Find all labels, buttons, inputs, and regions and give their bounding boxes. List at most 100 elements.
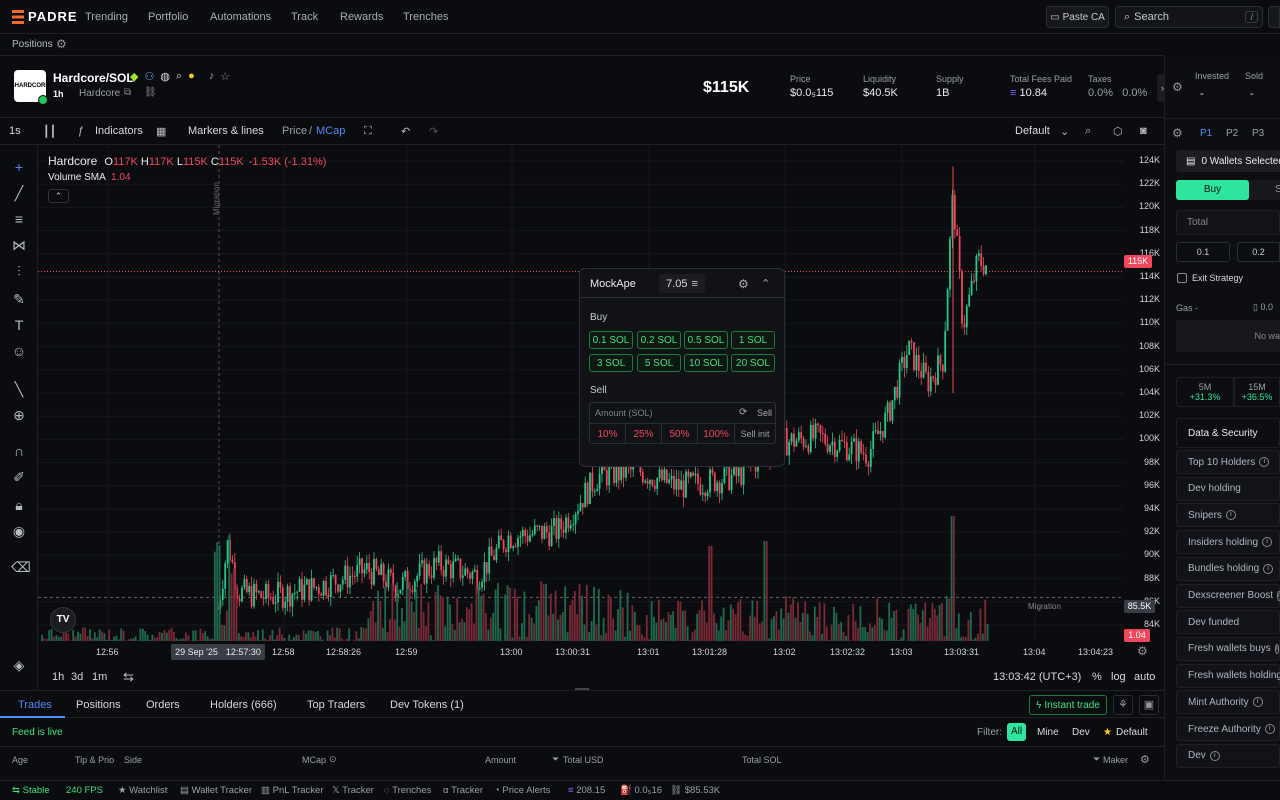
candle-type-icon[interactable]: ┃┃ xyxy=(43,126,57,138)
zoom-in-icon[interactable]: ⊕ xyxy=(13,407,25,423)
col-mcap[interactable]: MCap xyxy=(302,755,327,765)
trend-line-icon[interactable]: ╱ xyxy=(14,185,24,201)
refresh-icon[interactable]: ⟳ xyxy=(739,407,748,418)
col-tip[interactable]: Tip & Prio xyxy=(75,755,115,765)
col-total-usd[interactable]: Total USD xyxy=(563,755,604,765)
crosshair-icon[interactable]: + xyxy=(14,159,24,175)
collapse-legend-button[interactable]: ⌃ xyxy=(48,189,69,203)
info-icon[interactable]: i xyxy=(1209,750,1220,761)
exit-strategy-checkbox[interactable] xyxy=(1177,273,1187,283)
tab-orders[interactable]: Orders xyxy=(146,699,180,711)
star-icon[interactable]: ☆ xyxy=(220,71,231,83)
preset-tab[interactable]: P3 xyxy=(1252,128,1265,139)
redo-icon[interactable]: ↷ xyxy=(429,126,439,138)
resize-handle[interactable] xyxy=(575,688,589,690)
sell-percent-button[interactable]: 50% xyxy=(662,424,698,444)
balance-chip[interactable]: 7.05 ≡ xyxy=(659,274,705,293)
buy-amount-button[interactable]: 5 SOL xyxy=(637,354,681,372)
mcap-toggle[interactable]: MCap xyxy=(316,125,346,137)
price-alerts-link[interactable]: ◔ Price Alerts xyxy=(494,785,551,796)
col-maker[interactable]: Maker xyxy=(1103,755,1129,765)
security-row[interactable]: Fresh wallets buys i xyxy=(1176,636,1280,661)
info-icon[interactable]: i xyxy=(1264,724,1275,734)
security-row[interactable]: Insiders holding i xyxy=(1176,530,1280,555)
interval-selector[interactable]: 1s xyxy=(9,125,21,137)
settings-gear-icon[interactable]: ⚙ xyxy=(56,37,67,51)
buy-amount-button[interactable]: 0.5 SOL xyxy=(684,331,728,349)
filter-mine[interactable]: Mine xyxy=(1037,727,1059,738)
panel-toggle-icon[interactable]: ▣ xyxy=(1139,695,1159,715)
instant-trade-button[interactable]: ϟ Instant trade xyxy=(1029,695,1107,715)
amount-preset[interactable]: 0.1 xyxy=(1176,242,1230,262)
security-row[interactable]: Snipers i xyxy=(1176,503,1280,528)
auto-toggle[interactable]: auto xyxy=(1134,671,1156,683)
security-row[interactable]: Dexscreener Boost i xyxy=(1176,583,1280,608)
security-row[interactable]: Mint Authority i xyxy=(1176,690,1280,715)
price-axis[interactable]: 124K 122K 120K 118K 116K 114K 112K 110K 108K 106K… xyxy=(1124,145,1164,641)
pnl-tracker-link[interactable]: ▥ PnL Tracker xyxy=(261,785,324,796)
sell-amount-input[interactable]: Amount (SOL) xyxy=(595,408,653,418)
bonk-icon[interactable]: ● xyxy=(188,70,195,82)
pattern-icon[interactable]: ⋈ xyxy=(12,237,26,253)
chevron-down-icon[interactable]: ⌄ xyxy=(1060,126,1070,138)
link-icon[interactable]: ⛓ xyxy=(144,87,157,98)
trash-icon[interactable]: ⌫ xyxy=(11,559,31,575)
share-icon[interactable]: ⚘ xyxy=(1113,695,1133,715)
info-icon[interactable]: i xyxy=(1252,697,1263,708)
sell-button[interactable]: Sell xyxy=(757,408,773,418)
eye-icon[interactable]: ◉ xyxy=(12,523,26,539)
pill-icon[interactable]: ◆ xyxy=(130,71,139,83)
fullscreen-icon[interactable]: ⛶ xyxy=(364,125,372,137)
time-axis[interactable]: 12:56 12:58 12:58:26 12:59 13:00 13:00:31 13:0… xyxy=(38,641,1124,663)
markers-button[interactable]: Markers & lines xyxy=(188,125,264,137)
filter-dev[interactable]: Dev xyxy=(1072,727,1090,738)
tab-top-traders[interactable]: Top Traders xyxy=(307,699,366,711)
sell-init-button[interactable]: Sell init xyxy=(740,429,770,439)
emoji-icon[interactable]: ☺ xyxy=(11,343,27,359)
col-total-sol[interactable]: Total SOL xyxy=(742,755,782,765)
perf-5m[interactable]: 5M +31.3% xyxy=(1176,377,1234,407)
nav-rewards[interactable]: Rewards xyxy=(340,11,384,23)
nav-track[interactable]: Track xyxy=(291,11,319,23)
info-icon[interactable]: i xyxy=(1225,510,1236,521)
brand-logo[interactable]: PADRE xyxy=(12,9,78,24)
layers-icon[interactable]: ◈ xyxy=(13,657,25,673)
amount-preset[interactable]: 0.2 xyxy=(1237,242,1280,262)
filter-icon[interactable]: ⏷ xyxy=(1093,754,1101,764)
security-row[interactable]: Dev i xyxy=(1176,743,1280,768)
sell-percent-button[interactable]: 25% xyxy=(626,424,662,444)
buy-amount-button[interactable]: 1 SOL xyxy=(731,331,775,349)
wallet-tracker-link[interactable]: ▤ Wallet Tracker xyxy=(180,785,252,796)
buy-amount-button[interactable]: 10 SOL xyxy=(684,354,728,372)
lock-drawings-icon[interactable]: ✐ xyxy=(13,469,25,485)
preset-settings-icon[interactable]: ⚙ xyxy=(1172,126,1183,140)
col-side[interactable]: Side xyxy=(124,755,143,765)
col-amount[interactable]: Amount xyxy=(485,755,517,765)
info-icon[interactable]: i xyxy=(1274,643,1279,654)
nav-trenches[interactable]: Trenches xyxy=(403,11,449,23)
sell-tab[interactable]: S xyxy=(1275,184,1280,195)
filter-icon[interactable]: ⏷ xyxy=(552,754,560,764)
info-icon[interactable]: i xyxy=(1259,457,1270,467)
popup-settings-icon[interactable]: ⚙ xyxy=(738,277,749,291)
security-header[interactable]: Data & Security xyxy=(1176,418,1280,448)
sell-percent-button[interactable]: 10% xyxy=(590,424,626,444)
col-age[interactable]: Age xyxy=(12,755,29,765)
sell-percent-button[interactable]: 100% xyxy=(698,424,735,444)
indicators-button[interactable]: Indicators xyxy=(95,125,143,137)
security-row[interactable]: Top 10 Holders i xyxy=(1176,450,1280,474)
watchlist-link[interactable]: ★ Watchlist xyxy=(118,785,168,796)
mcap-toggle-icon[interactable]: ⊙ xyxy=(329,754,337,764)
date-range-icon[interactable]: ⇆ xyxy=(123,669,134,684)
search-input[interactable]: ⌕ Search / xyxy=(1115,6,1263,28)
trenches-link[interactable]: ◌ Trenches xyxy=(384,785,432,796)
security-row[interactable]: Dev holding xyxy=(1176,476,1280,501)
buy-amount-button[interactable]: 20 SOL xyxy=(731,354,775,372)
info-icon[interactable]: i xyxy=(1263,563,1274,574)
templates-icon[interactable]: ▦ xyxy=(156,126,167,138)
horizontal-lines-icon[interactable]: ≡ xyxy=(14,211,24,227)
nav-portfolio[interactable]: Portfolio xyxy=(148,11,189,23)
tab-holders[interactable]: Holders (666) xyxy=(210,699,277,711)
zoom-search-icon[interactable]: ⌕ xyxy=(1085,125,1092,137)
